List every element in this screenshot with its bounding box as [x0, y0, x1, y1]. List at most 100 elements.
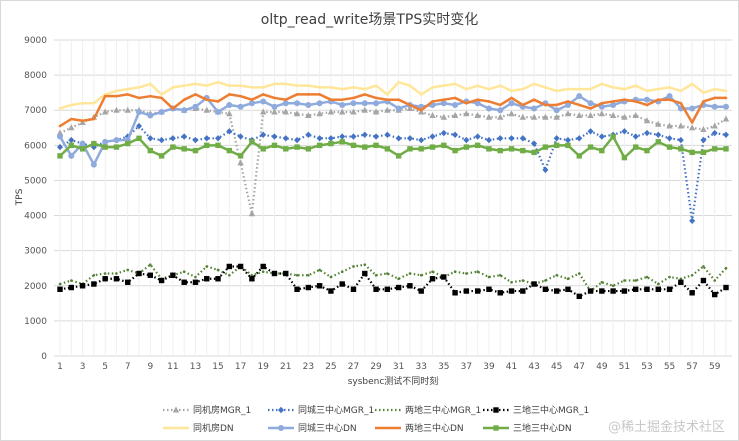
data-point — [397, 277, 400, 281]
data-point — [564, 110, 572, 117]
x-tick-label: 51 — [619, 362, 630, 372]
x-tick-label: 47 — [574, 362, 585, 372]
data-point — [553, 142, 560, 149]
data-point — [271, 133, 278, 140]
data-point — [497, 113, 504, 120]
data-point — [700, 136, 707, 144]
data-point — [497, 147, 503, 154]
data-point — [565, 142, 571, 149]
data-point — [182, 98, 186, 101]
x-tick-label: 49 — [596, 362, 608, 372]
watermark: @稀土掘金技术社区 — [608, 419, 725, 435]
data-point — [397, 80, 400, 84]
x-axis-label: sysbenc测试不同时刻 — [348, 375, 439, 387]
data-point — [316, 100, 323, 107]
x-tick-label: 9 — [147, 362, 153, 372]
data-point — [283, 270, 289, 277]
data-point — [271, 108, 278, 115]
data-point — [350, 142, 357, 149]
data-point — [92, 117, 96, 121]
data-point — [329, 86, 333, 89]
data-point — [340, 270, 344, 274]
data-point — [384, 146, 391, 152]
data-point — [587, 288, 594, 294]
data-point — [576, 111, 583, 118]
data-point — [508, 110, 515, 117]
data-point — [520, 147, 526, 154]
data-point — [192, 147, 199, 154]
data-point — [453, 96, 457, 100]
data-point — [181, 146, 187, 152]
data-point — [81, 119, 84, 123]
series-5 — [58, 80, 728, 110]
data-point — [431, 270, 434, 274]
data-point — [474, 288, 481, 294]
x-tick-label: 23 — [303, 362, 314, 372]
data-point — [508, 288, 515, 294]
x-tick-label: 25 — [325, 362, 336, 372]
data-point — [643, 96, 650, 103]
data-point — [307, 93, 310, 96]
series-line — [59, 80, 727, 110]
data-point — [678, 146, 684, 152]
legend-label: 同城三中心MGR_1 — [298, 404, 374, 416]
data-point — [68, 152, 75, 159]
data-point — [599, 147, 605, 154]
data-point — [519, 113, 527, 120]
data-point — [463, 136, 470, 144]
data-point — [352, 86, 355, 89]
data-point — [655, 131, 662, 138]
series-group — [56, 80, 730, 300]
data-point — [702, 91, 705, 94]
data-point — [632, 144, 639, 150]
data-point — [226, 128, 233, 135]
data-point — [521, 87, 525, 91]
data-point — [656, 98, 660, 101]
data-point — [350, 133, 357, 140]
data-point — [69, 279, 73, 282]
data-point — [237, 133, 244, 140]
data-point — [397, 98, 400, 101]
data-point — [519, 135, 526, 142]
data-point — [158, 136, 165, 144]
legend-label: 三地三中心MGR_1 — [513, 404, 589, 416]
data-point — [113, 106, 120, 113]
data-point — [228, 84, 231, 87]
data-point — [587, 111, 594, 118]
data-point — [722, 115, 730, 122]
data-point — [566, 277, 570, 281]
data-point — [293, 110, 301, 117]
data-point — [250, 98, 254, 101]
data-point — [463, 288, 470, 294]
data-point — [431, 86, 434, 89]
x-tick-label: 41 — [506, 362, 517, 372]
data-point — [182, 84, 186, 87]
data-point — [68, 142, 74, 149]
data-point — [260, 98, 267, 105]
data-point — [634, 100, 637, 103]
data-point — [419, 273, 423, 277]
data-point — [249, 139, 255, 145]
data-point — [418, 288, 424, 294]
series-4 — [57, 263, 729, 300]
data-point — [386, 272, 389, 275]
x-tick-label: 33 — [415, 362, 426, 372]
data-point — [283, 146, 289, 152]
x-tick-label: 15 — [212, 362, 223, 372]
data-point — [362, 144, 368, 150]
data-point — [271, 270, 278, 277]
data-point — [340, 98, 344, 101]
data-point — [508, 100, 515, 107]
data-point — [497, 107, 504, 114]
data-point — [452, 147, 458, 154]
legend-item: 两地三中心MGR_1 — [375, 404, 481, 416]
data-point — [271, 142, 278, 149]
data-point — [374, 84, 378, 87]
data-point — [485, 136, 492, 144]
data-point — [521, 279, 525, 282]
data-point — [510, 89, 513, 93]
data-point — [621, 113, 628, 120]
data-point — [316, 135, 323, 142]
data-point — [487, 275, 491, 279]
